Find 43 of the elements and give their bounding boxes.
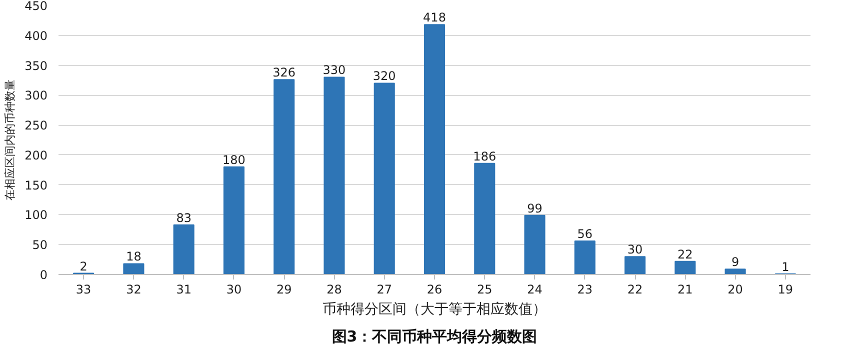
y-tick-label: 200	[24, 148, 48, 162]
x-tick-label: 33	[76, 282, 92, 296]
data-label: 30	[627, 242, 643, 257]
y-tick-label: 250	[24, 118, 48, 133]
y-tick-label: 300	[24, 88, 48, 103]
y-tick-label: 350	[24, 58, 48, 73]
data-label: 320	[372, 69, 396, 84]
x-tick-label: 24	[527, 282, 542, 296]
x-tick-label: 22	[627, 282, 643, 296]
text: 图3：不同币种平均得分频数图	[332, 328, 538, 346]
data-label: 418	[423, 10, 446, 25]
x-tick-label: 19	[778, 282, 794, 296]
x-tick-label: 30	[226, 282, 242, 296]
data-label: 186	[473, 149, 496, 164]
data-label: 2	[80, 259, 88, 274]
data-label: 83	[176, 210, 192, 225]
x-tick-label: 29	[276, 282, 292, 296]
data-label: 9	[731, 255, 740, 270]
x-tick-label: 28	[326, 282, 342, 296]
x-tick-label: 20	[728, 282, 743, 296]
y-tick-label: 100	[24, 208, 48, 222]
x-tick-label: 25	[477, 282, 492, 296]
y-tick-label: 450	[24, 0, 48, 13]
x-tick-label: 31	[176, 282, 192, 296]
data-label: 18	[126, 250, 142, 264]
data-label: 99	[527, 201, 542, 216]
x-tick-label: 32	[126, 282, 142, 296]
data-label: 1	[782, 260, 790, 274]
data-label: 22	[678, 247, 693, 262]
y-tick-label: 50	[32, 238, 48, 252]
x-tick-label: 21	[678, 282, 693, 296]
x-tick-label: 26	[426, 282, 442, 296]
data-label: 180	[222, 152, 246, 167]
data-label: 326	[272, 66, 296, 80]
x-axis-title: 币种得分区间（大于等于相应数值）	[322, 302, 546, 318]
x-tick-label: 23	[577, 282, 593, 296]
y-tick-label: 150	[24, 178, 48, 192]
x-tick-label: 27	[376, 282, 392, 296]
data-label: 330	[322, 63, 346, 78]
y-tick-label: 400	[24, 28, 48, 43]
y-axis-title: 在相应区间内的币种数量	[4, 80, 17, 200]
data-label: 56	[577, 227, 593, 242]
y-tick-label: 0	[40, 268, 48, 282]
